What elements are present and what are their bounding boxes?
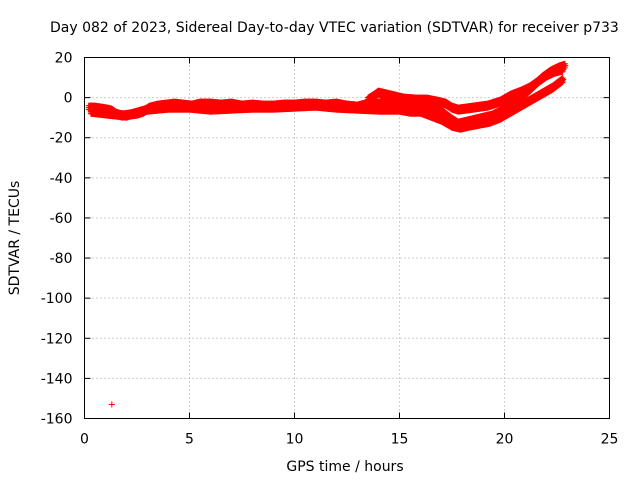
y-tick-label: -80 <box>50 251 73 267</box>
y-axis: 20 0 -20 -40 -60 -80 -100 -120 -140 -160 <box>41 51 610 428</box>
y-tick-label: -20 <box>50 131 73 147</box>
y-tick-label: -140 <box>41 371 73 387</box>
y-tick-label: -160 <box>41 412 73 428</box>
x-tick-label: 25 <box>601 432 619 448</box>
y-tick-label: -100 <box>41 291 73 307</box>
x-tick-label: 15 <box>391 432 409 448</box>
y-tick-label: 0 <box>64 91 73 107</box>
data-points <box>85 60 569 408</box>
x-tick-label: 5 <box>185 432 194 448</box>
x-tick-label: 20 <box>496 432 514 448</box>
y-tick-label: -60 <box>50 211 73 227</box>
y-tick-label: -120 <box>41 331 73 347</box>
chart-title: Day 082 of 2023, Sidereal Day-to-day VTE… <box>50 20 619 36</box>
x-tick-label: 0 <box>80 432 89 448</box>
y-tick-label: -40 <box>50 171 73 187</box>
y-tick-label: 20 <box>55 51 73 67</box>
x-axis: 0 5 10 15 20 25 <box>80 57 619 448</box>
plot-frame <box>84 57 610 419</box>
x-tick-label: 10 <box>286 432 304 448</box>
